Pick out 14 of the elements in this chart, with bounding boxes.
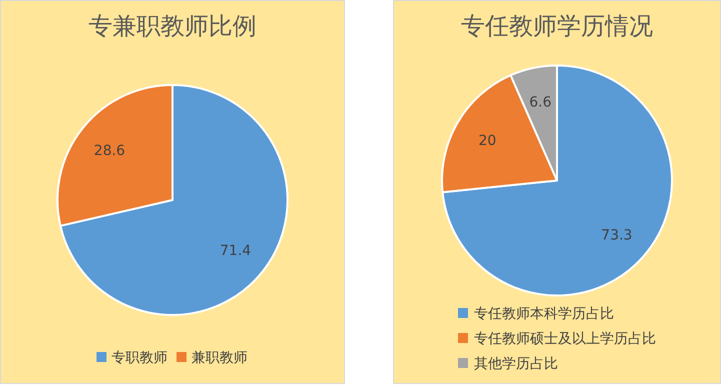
data-label: 71.4 — [220, 243, 252, 260]
legend-label: 专职教师 — [112, 350, 168, 366]
chart-title: 专任教师学历情况 — [461, 12, 653, 40]
legend-label: 兼职教师 — [192, 350, 248, 366]
legend-label: 专任教师硕士及以上学历占比 — [474, 331, 656, 347]
pie-slice — [59, 84, 288, 316]
pie-slice — [442, 64, 673, 296]
data-label: 28.6 — [94, 142, 126, 159]
data-label: 6.6 — [529, 94, 552, 111]
data-label: 20 — [478, 133, 496, 150]
legend-label: 其他学历占比 — [474, 356, 558, 372]
legend-label: 专任教师本科学历占比 — [474, 306, 614, 322]
chart-title: 专兼职教师比例 — [88, 12, 256, 40]
data-label: 73.3 — [601, 227, 632, 244]
